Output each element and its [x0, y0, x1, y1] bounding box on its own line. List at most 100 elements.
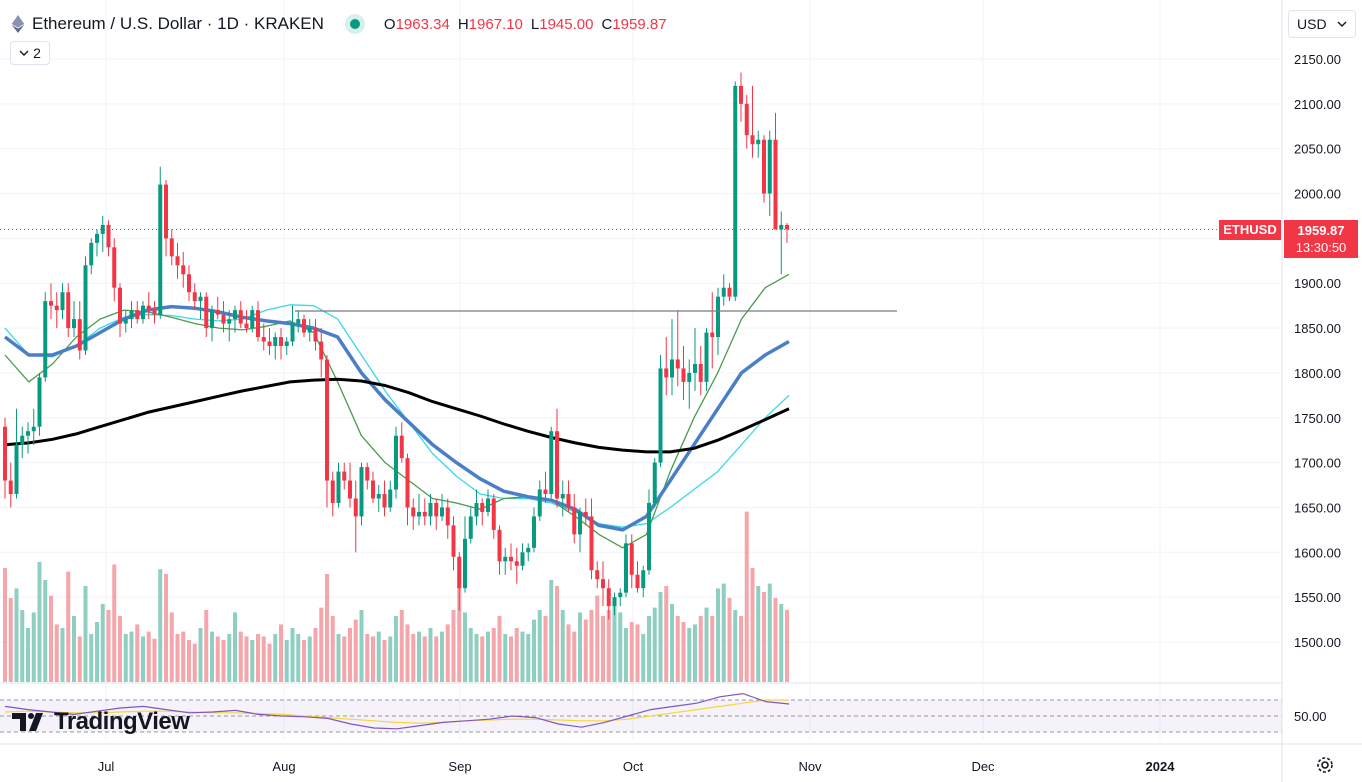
candle-body: [221, 314, 226, 324]
volume-bar: [164, 574, 168, 682]
candle-body: [681, 368, 686, 382]
candle-body: [641, 570, 646, 589]
candle-body: [106, 224, 111, 248]
volume-bar: [284, 640, 289, 682]
volume-bar: [773, 598, 778, 682]
volume-bar: [336, 634, 341, 682]
candle-body: [675, 359, 680, 369]
grid: [0, 0, 1282, 740]
candle-body: [95, 233, 99, 243]
volume-bar: [342, 636, 347, 682]
volume-bar: [158, 569, 163, 682]
candle-body: [721, 287, 726, 297]
candle-body: [192, 292, 197, 302]
candle-body: [399, 435, 404, 459]
candle-body: [578, 511, 582, 535]
horizontal-line[interactable]: [0, 229, 1282, 312]
volume-bar: [49, 595, 53, 682]
candle-body: [215, 310, 220, 315]
volume-bars: [3, 511, 789, 682]
rsi-line: [4, 692, 790, 730]
volume-bar: [509, 636, 513, 682]
candle-body: [658, 368, 663, 463]
candle-body: [20, 435, 25, 445]
volume-bar: [532, 619, 536, 682]
volume-bar: [382, 640, 387, 682]
candle-body: [670, 359, 674, 378]
ma-black-line: [4, 377, 790, 454]
volume-bar: [302, 640, 306, 682]
volume-bar: [589, 610, 594, 682]
currency-select[interactable]: USD: [1288, 10, 1356, 38]
x-tick-label: 2024: [1146, 759, 1176, 774]
volume-bar: [210, 631, 214, 682]
gear-icon[interactable]: [1314, 754, 1336, 776]
candle-body: [198, 296, 203, 302]
candle-body: [83, 265, 88, 351]
candle-body: [468, 516, 473, 539]
volume-bar: [54, 624, 59, 682]
volume-bar: [578, 612, 582, 682]
candle-body: [227, 319, 232, 324]
candle-body: [100, 224, 105, 234]
candle-body: [8, 480, 13, 495]
candle-body: [514, 561, 519, 566]
candle-body: [187, 274, 191, 293]
candle-body: [739, 85, 743, 104]
volume-bar: [330, 616, 335, 682]
volume-bar: [762, 592, 766, 682]
x-tick-label: Jul: [98, 759, 115, 774]
rsi-tick-label: 50.00: [1294, 709, 1327, 724]
candle-body: [250, 310, 255, 329]
candle-body: [261, 337, 266, 342]
volume-bar: [83, 586, 88, 682]
volume-bar: [221, 640, 226, 682]
volume-bar: [601, 616, 605, 682]
chevron-down-icon: [19, 50, 29, 56]
tradingview-logo[interactable]: TradingView: [12, 708, 190, 736]
volume-bar: [250, 640, 255, 682]
volume-bar: [652, 607, 657, 682]
candle-body: [693, 363, 697, 373]
candle-body: [635, 574, 640, 589]
indicators-toggle-button[interactable]: 2: [10, 41, 50, 65]
y-tick-label: 2000.00: [1294, 187, 1341, 202]
candle-body: [302, 319, 306, 333]
candlesticks: [3, 72, 789, 620]
market-status-icon[interactable]: [349, 19, 360, 29]
volume-bar: [95, 622, 99, 682]
volume-bar: [187, 640, 191, 682]
candle-body: [422, 511, 427, 517]
volume-bar: [20, 610, 25, 682]
volume-bar: [417, 631, 421, 682]
volume-bar: [313, 628, 318, 682]
y-tick-label: 1750.00: [1294, 411, 1341, 426]
candle-body: [750, 135, 755, 145]
candle-body: [687, 372, 692, 382]
volume-bar: [376, 631, 381, 682]
y-tick-label: 1600.00: [1294, 545, 1341, 560]
candle-body: [54, 305, 59, 311]
candle-body: [744, 103, 749, 136]
candle-body: [336, 471, 341, 503]
candle-body: [716, 296, 720, 338]
candle-body: [428, 502, 433, 517]
volume-bar: [641, 634, 646, 682]
candle-body: [595, 570, 600, 580]
tradingview-logo-icon: [12, 713, 43, 731]
candle-body: [434, 502, 439, 517]
y-tick-label: 2150.00: [1294, 52, 1341, 67]
volume-bar: [560, 610, 565, 682]
volume-bar: [319, 607, 324, 682]
candle-body: [382, 494, 387, 508]
candle-body: [405, 458, 410, 508]
time-axis[interactable]: Jul Aug Sep Oct Nov Dec 2024: [0, 743, 1362, 774]
volume-bar: [273, 634, 278, 682]
volume-bar: [325, 574, 329, 682]
volume-bar: [583, 619, 588, 682]
price-axis[interactable]: 2150.002100.002050.002000.001950.001900.…: [1281, 0, 1341, 782]
rsi-pane: [0, 682, 1282, 733]
last-price-badge: 1959.87 13:30:50: [1284, 220, 1358, 258]
symbol-title[interactable]: Ethereum / U.S. Dollar · 1D · KRAKEN: [32, 14, 324, 33]
